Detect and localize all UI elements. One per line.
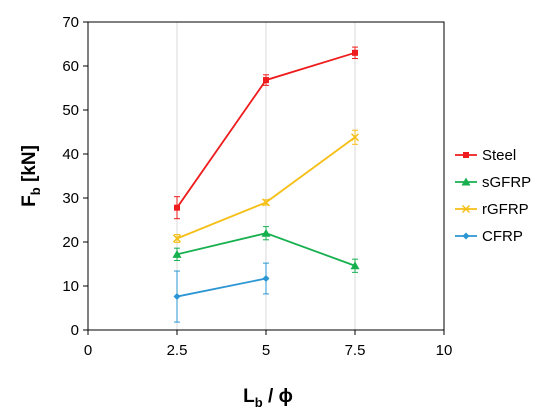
y-tick-label: 60 [62, 58, 79, 75]
y-tick-label: 70 [62, 14, 79, 31]
x-marker-stroke [172, 234, 182, 243]
data-point-steel [263, 77, 269, 84]
legend-marker-cfrp [462, 232, 470, 240]
legend-item-steel: Steel [455, 147, 516, 164]
x-tick-label: 10 [436, 342, 453, 359]
y-tick-label: 40 [62, 146, 79, 163]
data-point-steel [174, 204, 180, 211]
legend: Steel sGFRP rGFRP CFRP [455, 147, 531, 245]
legend-marker-steel [463, 152, 469, 158]
data-point-sgfrp [350, 261, 360, 270]
legend-label-rgfrp: rGFRP [482, 201, 529, 218]
legend-label-cfrp: CFRP [482, 228, 523, 245]
legend-item-sgfrp: sGFRP [455, 174, 531, 191]
data-point-sgfrp [172, 249, 182, 258]
x-tick-label: 7.5 [345, 342, 366, 359]
x-marker-stroke [350, 133, 360, 142]
x-marker-stroke [461, 204, 471, 214]
y-tick-label: 10 [62, 278, 79, 295]
data-point-sgfrp [261, 228, 271, 237]
data-point-cfrp [262, 275, 270, 283]
tick-labels: 0 2.5 5 7.5 10 0 10 20 30 40 50 60 70 [62, 14, 452, 359]
data-point-rgfrp [172, 234, 182, 243]
y-axis-title: Fb [kN] [19, 145, 43, 207]
series-cfrp [173, 262, 270, 323]
data-point-rgfrp [350, 133, 360, 142]
series-layer [172, 46, 360, 323]
x-tick-label: 2.5 [167, 342, 188, 359]
y-tick-label: 50 [62, 102, 79, 119]
data-point-rgfrp [261, 198, 271, 207]
legend-label-steel: Steel [482, 147, 516, 164]
x-tick-label: 5 [262, 342, 270, 359]
data-point-steel [352, 49, 358, 56]
y-tick-label: 0 [71, 322, 79, 339]
legend-item-cfrp: CFRP [455, 228, 523, 245]
series-steel [174, 46, 358, 220]
y-tick-label: 20 [62, 234, 79, 251]
legend-marker-sgfrp [461, 177, 471, 186]
y-tick-label: 30 [62, 190, 79, 207]
x-axis-title: Lb / ϕ [243, 386, 293, 410]
legend-item-rgfrp: rGFRP [455, 201, 529, 218]
legend-marker-rgfrp [461, 204, 471, 214]
series-line-cfrp [176, 277, 267, 298]
x-marker-stroke [261, 198, 271, 207]
series-sgfrp [172, 226, 360, 273]
axes [83, 21, 445, 335]
data-point-cfrp [173, 293, 181, 301]
legend-label-sgfrp: sGFRP [482, 174, 531, 191]
series-rgfrp [172, 129, 360, 243]
x-tick-label: 0 [84, 342, 92, 359]
